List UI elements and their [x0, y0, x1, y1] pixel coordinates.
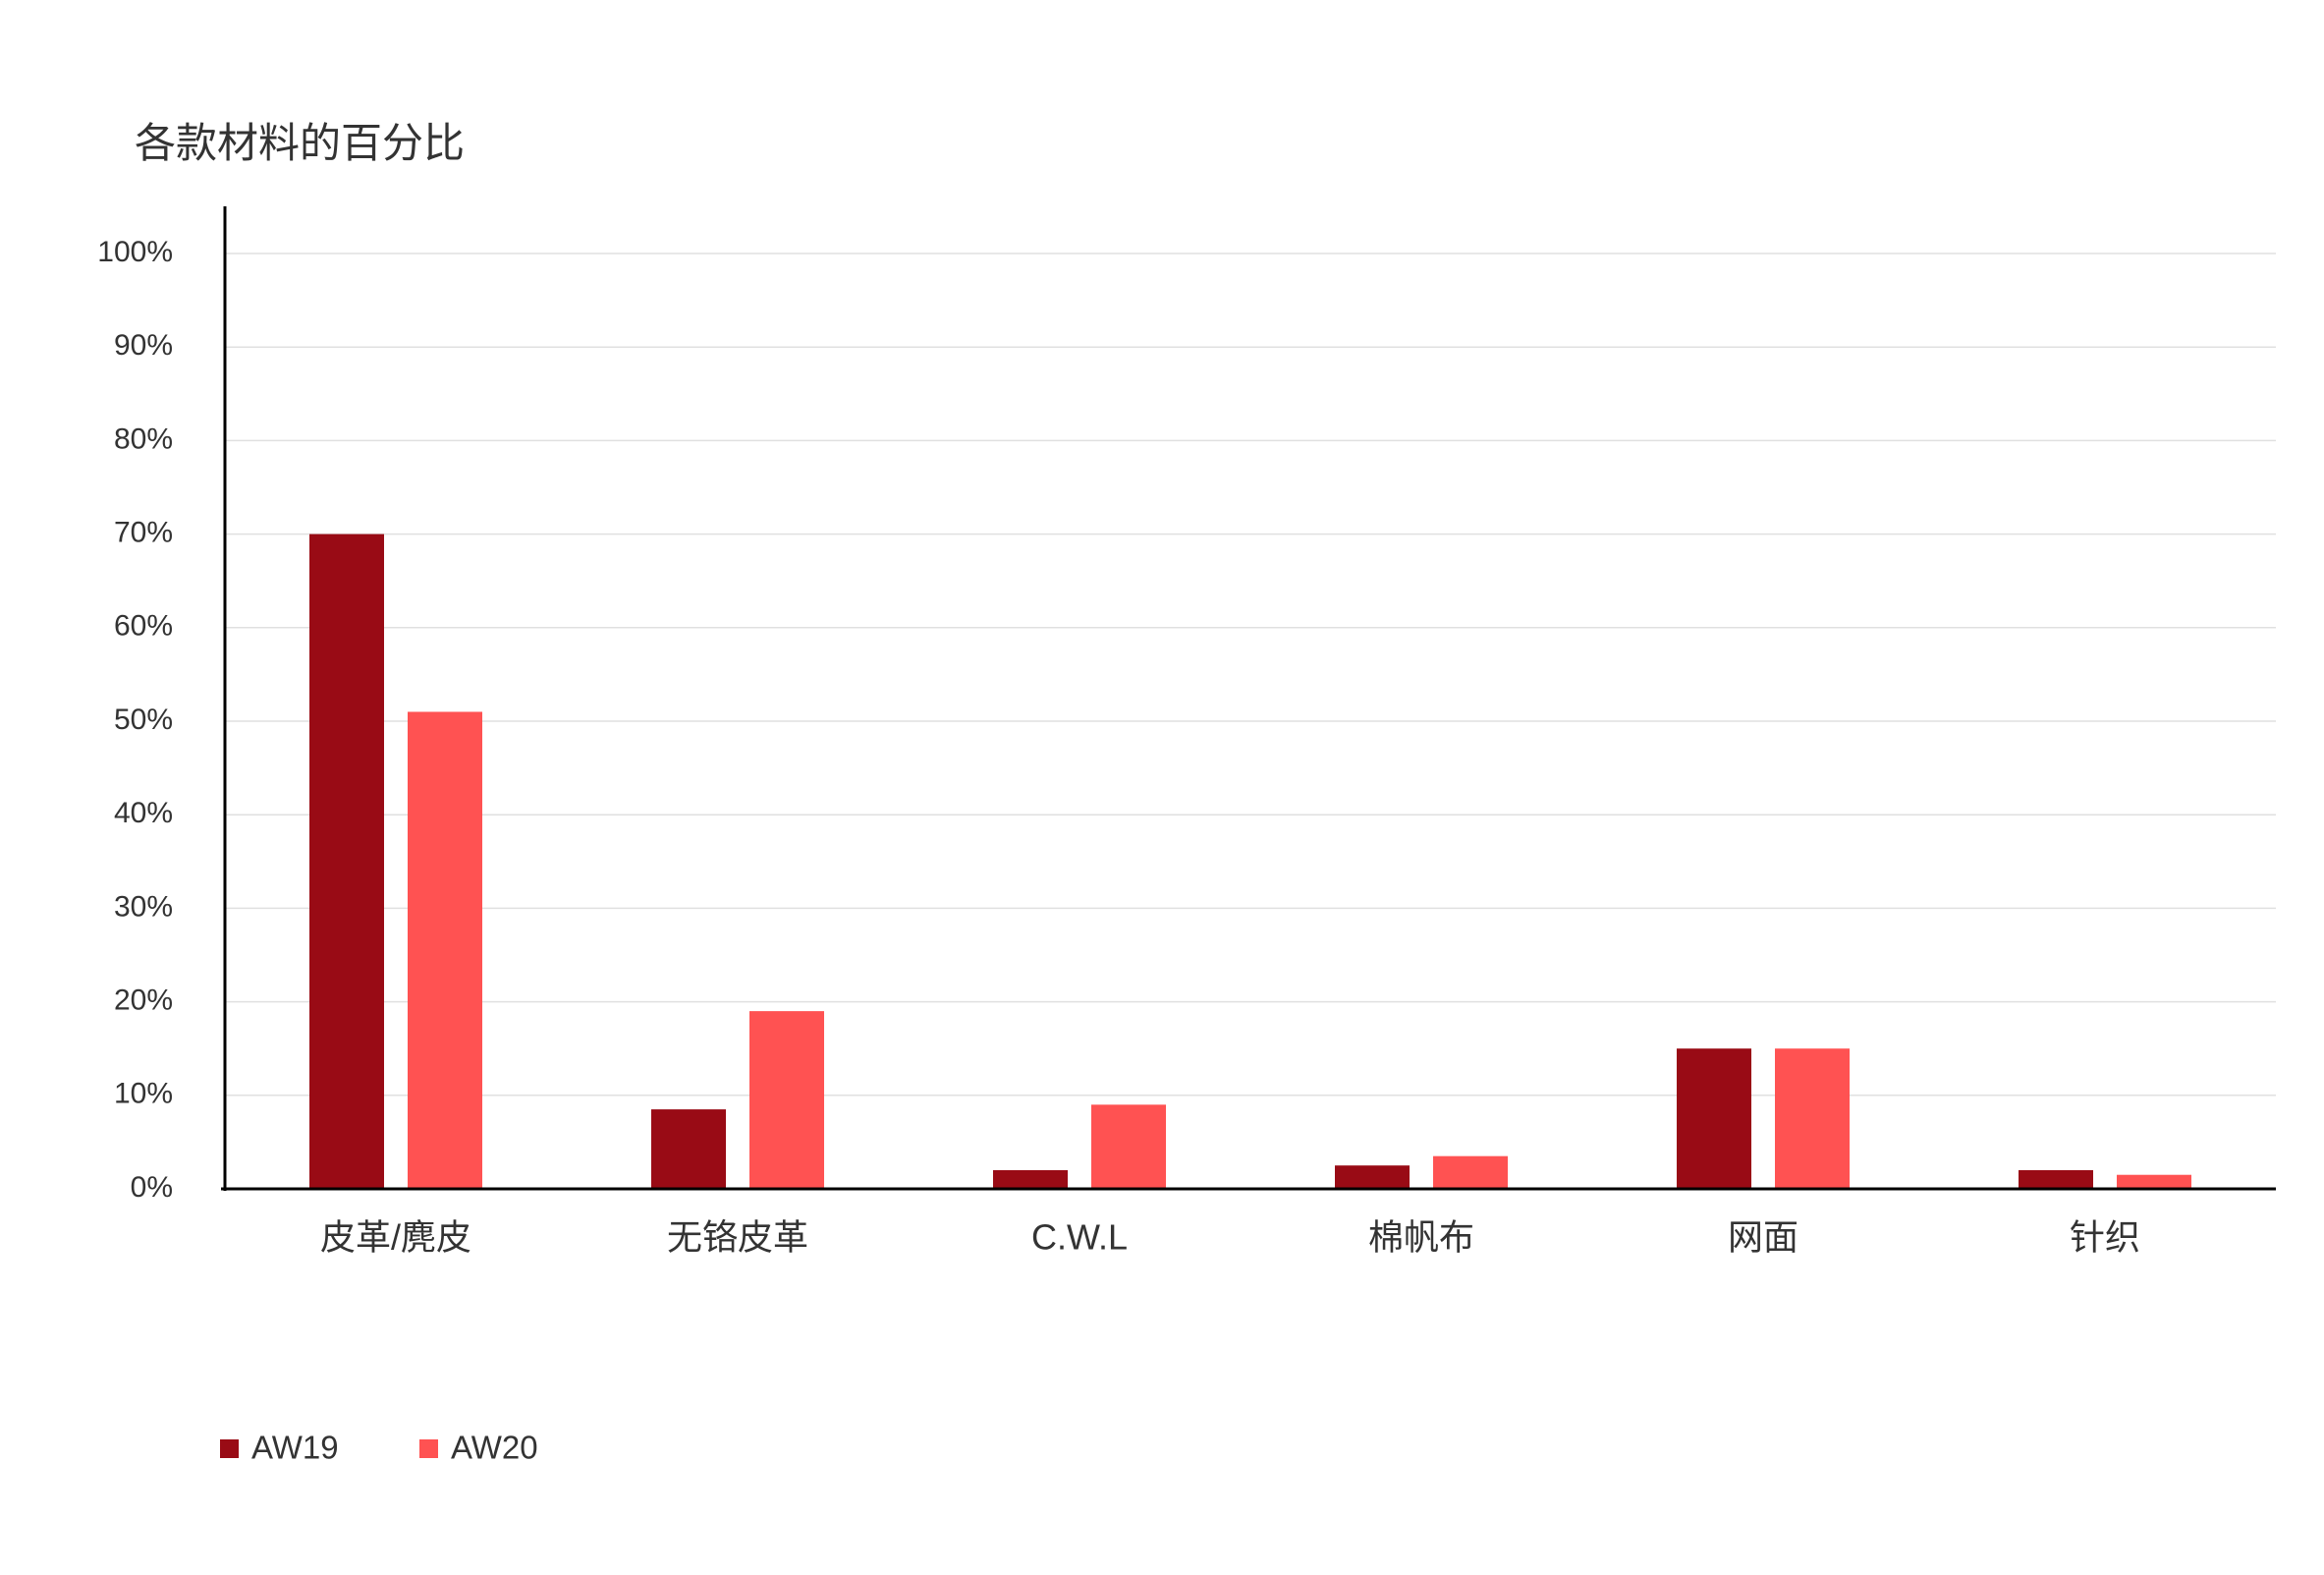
x-tick-label: C.W.L [1031, 1217, 1128, 1258]
y-tick-label: 10% [114, 1078, 173, 1110]
bar [408, 711, 482, 1189]
y-tick-label: 80% [114, 422, 173, 455]
y-tick-label: 0% [131, 1171, 173, 1204]
y-tick-label: 90% [114, 329, 173, 362]
bar [1677, 1048, 1751, 1189]
legend-swatch [419, 1439, 438, 1458]
x-tick-label: 针织 [2070, 1217, 2140, 1258]
bar [749, 1011, 824, 1189]
bar [2117, 1174, 2191, 1189]
chart-title: 各款材料的百分比 [135, 120, 465, 166]
bar [1091, 1104, 1166, 1189]
bar [1335, 1165, 1410, 1189]
bar [309, 534, 384, 1189]
legend-label: AW20 [451, 1430, 538, 1466]
legend-swatch [220, 1439, 239, 1458]
y-tick-label: 20% [114, 984, 173, 1017]
bar [993, 1169, 1068, 1189]
x-tick-label: 网面 [1728, 1217, 1798, 1258]
bar [1775, 1048, 1850, 1189]
legend-label: AW19 [251, 1430, 339, 1466]
x-tick-label: 无铬皮革 [667, 1217, 808, 1258]
x-tick-label: 皮革/麂皮 [320, 1217, 471, 1258]
bar [651, 1109, 726, 1189]
bar [2019, 1169, 2093, 1189]
x-tick-label: 棉帆布 [1368, 1217, 1474, 1258]
bar [1433, 1155, 1508, 1189]
y-tick-label: 100% [97, 236, 173, 268]
y-tick-label: 50% [114, 703, 173, 736]
y-tick-label: 60% [114, 610, 173, 643]
y-tick-label: 70% [114, 517, 173, 549]
y-tick-label: 30% [114, 890, 173, 923]
y-tick-label: 40% [114, 797, 173, 829]
